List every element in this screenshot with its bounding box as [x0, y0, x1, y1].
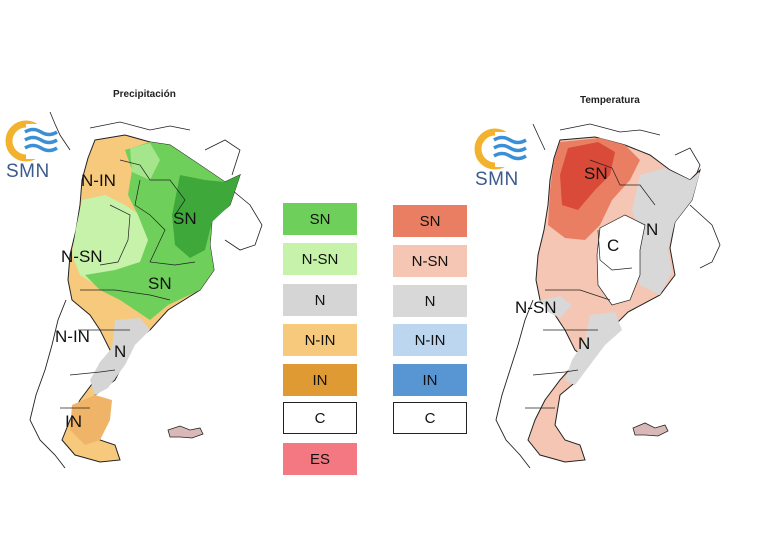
chile-coastline — [495, 299, 534, 469]
precip-label-sn-east: SN — [173, 209, 197, 228]
precip-label-nin-north: N-IN — [81, 171, 116, 190]
precip-nsn-north — [130, 143, 160, 180]
malvinas-islands — [167, 425, 204, 439]
temp-n-zone-east — [630, 168, 700, 295]
precip-label-in: IN — [65, 412, 82, 431]
temp-legend-n: N — [393, 285, 467, 317]
precip-nsn-zone — [72, 195, 150, 285]
precip-label-n: N — [114, 342, 127, 361]
smn-sun-icon — [5, 120, 61, 162]
precip-legend-es: ES — [283, 443, 357, 475]
precip-sn-dark-zone — [172, 175, 240, 258]
temp-c-zone — [596, 214, 646, 306]
legend-label: N-SN — [411, 252, 449, 270]
temp-n-zone-west — [540, 296, 572, 318]
smn-sun-icon — [474, 128, 530, 170]
smn-logo-precipitation: SMN — [5, 118, 65, 182]
province-borders — [525, 159, 656, 409]
temp-legend-nin: N-IN — [393, 324, 467, 356]
precip-legend-sn: SN — [283, 203, 357, 235]
legend-label: N — [314, 291, 326, 309]
province-borders — [60, 159, 196, 409]
neighbor-borders — [49, 111, 263, 251]
legend-label: SN — [419, 212, 441, 230]
temp-sn-dark-zone — [560, 142, 615, 210]
legend-label: N-SN — [301, 250, 339, 268]
temp-label-n-east: N — [646, 220, 659, 239]
precip-label-sn-center: SN — [148, 274, 172, 293]
chile-coastline — [29, 299, 67, 469]
precip-legend-in: IN — [283, 364, 357, 396]
temp-label-n-south: N — [578, 334, 591, 353]
smn-logo-text: SMN — [6, 161, 50, 182]
precip-nin-south — [70, 395, 112, 445]
precip-label-nin-south: N-IN — [55, 327, 90, 346]
temp-label-sn: SN — [584, 164, 608, 183]
precip-n-zone — [90, 318, 150, 395]
precip-label-nsn: N-SN — [61, 247, 103, 266]
temp-label-nsn: N-SN — [515, 298, 557, 317]
legend-label: C — [314, 409, 326, 427]
precipitation-title: Precipitación — [113, 89, 176, 100]
legend-label: N — [424, 292, 436, 310]
legend-label: SN — [309, 210, 331, 228]
legend-label: N-IN — [414, 331, 446, 349]
malvinas-islands — [632, 422, 669, 437]
legend-label: C — [424, 409, 436, 427]
precip-legend-nsn: N-SN — [283, 243, 357, 275]
temp-label-c: C — [607, 236, 620, 255]
legend-label: ES — [309, 450, 330, 468]
temp-legend-c: C — [393, 402, 467, 434]
legend-label: N-IN — [304, 331, 336, 349]
temp-legend-sn: SN — [393, 205, 467, 237]
precip-legend-c: C — [283, 402, 357, 434]
smn-logo-temperature: SMN — [474, 126, 534, 190]
legend-label: IN — [312, 371, 328, 389]
precip-legend-n: N — [283, 284, 357, 316]
temperature-title: Temperatura — [580, 95, 640, 106]
temp-legend-nsn: N-SN — [393, 245, 467, 277]
temp-legend-in: IN — [393, 364, 467, 396]
precip-legend-nin: N-IN — [283, 324, 357, 356]
temp-n-zone-south — [565, 312, 622, 385]
smn-logo-text: SMN — [475, 169, 519, 190]
legend-label: IN — [422, 371, 438, 389]
